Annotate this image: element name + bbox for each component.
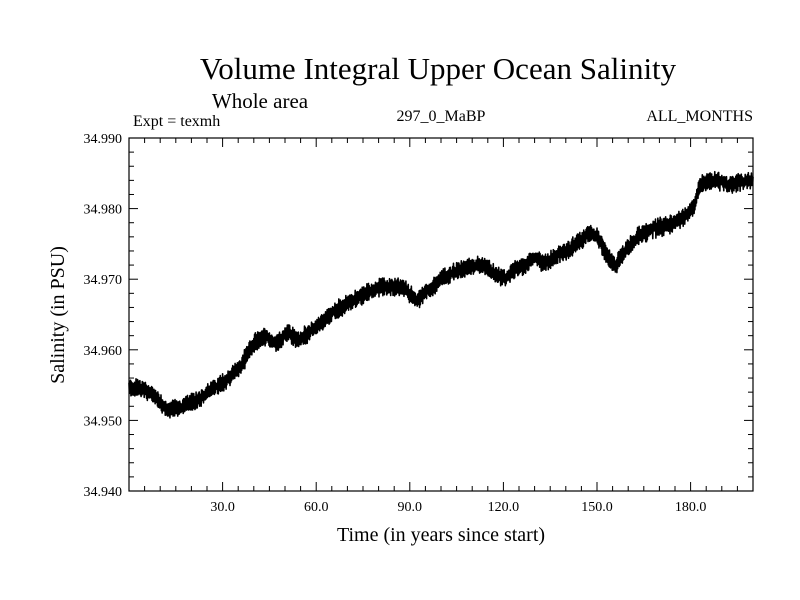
y-axis-ticks: [129, 151, 753, 478]
x-tick-label: 60.0: [304, 500, 329, 515]
y-tick-label: 34.940: [84, 485, 123, 500]
x-axis-ticks: [144, 138, 738, 491]
x-tick-label: 30.0: [210, 500, 235, 515]
x-tick-label: 90.0: [398, 500, 423, 515]
x-tick-label: 180.0: [675, 500, 707, 515]
period-label: 297_0_MaBP: [397, 108, 486, 125]
y-tick-label: 34.990: [84, 132, 123, 147]
y-tick-label: 34.970: [84, 273, 123, 288]
salinity-series-line: [128, 170, 754, 419]
chart-subtitle: Whole area: [212, 89, 309, 113]
y-tick-label: 34.980: [84, 203, 123, 218]
plot-frame: [128, 137, 754, 492]
y-tick-label: 34.950: [84, 414, 123, 429]
y-axis-label: Salinity (in PSU): [47, 246, 69, 384]
experiment-label: Expt = texmh: [133, 113, 220, 130]
months-label: ALL_MONTHS: [646, 108, 753, 125]
y-axis-tick-labels: 34.940 34.950 34.960 34.970 34.980 34.990: [84, 132, 123, 500]
chart-title: Volume Integral Upper Ocean Salinity: [200, 51, 677, 86]
x-axis-label: Time (in years since start): [337, 524, 545, 546]
y-tick-label: 34.960: [84, 344, 123, 359]
plot-area: 30.0 60.0 90.0 120.0 150.0 180.0 34.940 34.950…: [84, 132, 754, 515]
x-tick-label: 120.0: [488, 500, 520, 515]
x-axis-tick-labels: 30.0 60.0 90.0 120.0 150.0 180.0: [210, 500, 706, 515]
x-tick-label: 150.0: [581, 500, 613, 515]
